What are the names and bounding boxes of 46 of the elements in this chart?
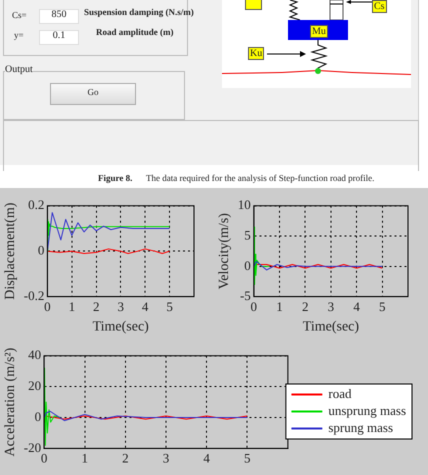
x-tick-label: 2: [122, 450, 129, 466]
text: Cs: [372, 0, 387, 13]
y-tick-label: 0: [244, 258, 251, 273]
x-tick-label: 2: [302, 298, 308, 314]
x-tick-label: 4: [353, 298, 360, 314]
x-tick-label: 3: [117, 298, 124, 314]
y-tick-label: 0: [38, 242, 44, 258]
y-tick-label: 0: [34, 408, 42, 424]
text: Cs=: [12, 10, 27, 20]
text: Mu: [310, 25, 328, 38]
text: Suspension damping (N.s/m): [84, 7, 194, 17]
x-tick-label: 1: [82, 450, 88, 466]
x-tick-label: 5: [379, 298, 386, 314]
text: The data required for the analysis of Step-function road profile.: [146, 173, 374, 183]
x-tick-label: 4: [203, 450, 210, 466]
x-tick-label: 2: [93, 298, 100, 314]
y-tick-label: 5: [244, 227, 251, 242]
x-axis-title: Time(sec): [302, 319, 360, 334]
text: 850: [50, 9, 68, 20]
text: Go: [86, 87, 100, 97]
text: Output: [5, 64, 33, 75]
x-axis-title: Time(sec): [92, 319, 150, 334]
y-tick-label: 10: [238, 197, 251, 212]
y-axis-title: Displacement(m): [3, 202, 18, 300]
text: Ku: [248, 47, 264, 60]
x-tick-label: 4: [142, 298, 149, 314]
caption: Figure 8.: [98, 173, 132, 183]
x-tick-label: 3: [328, 298, 334, 314]
legend-label: unsprung mass: [328, 402, 406, 418]
y-tick-label: 40: [28, 347, 42, 362]
y-axis-title: Velocity(m/s): [217, 212, 232, 290]
text: y=: [14, 30, 24, 40]
y-tick-label: -20: [24, 440, 42, 455]
x-tick-label: 3: [162, 450, 170, 466]
y-axis-title: Acceleration (m/s²): [3, 347, 18, 456]
legend-label: sprung mass: [328, 420, 393, 435]
x-tick-label: 1: [68, 298, 76, 314]
y-tick-label: -5: [240, 288, 251, 304]
y-tick-label: 0.2: [28, 197, 44, 212]
legend-label: road: [328, 386, 352, 401]
text: 0.1: [52, 30, 66, 41]
x-tick-label: 5: [166, 298, 173, 314]
y-tick-label: 20: [28, 378, 42, 394]
x-tick-label: 1: [276, 298, 283, 314]
text: Road amplitude (m): [96, 27, 174, 37]
y-tick-label: -0.2: [24, 288, 44, 304]
